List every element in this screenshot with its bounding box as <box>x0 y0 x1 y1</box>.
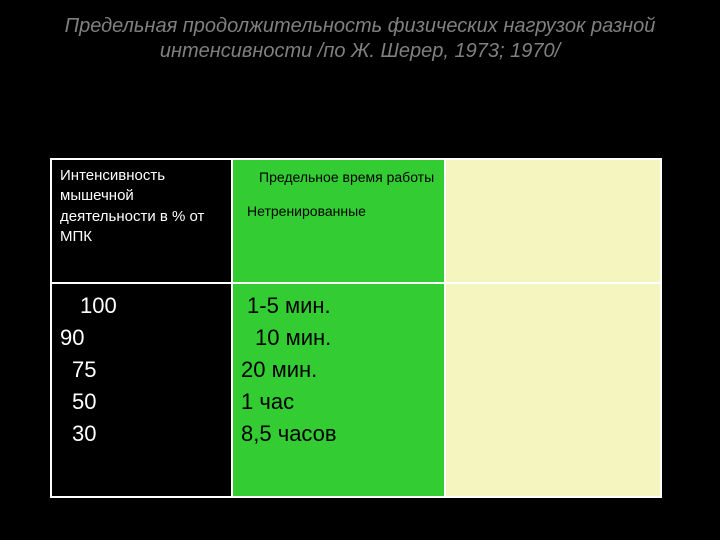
header-trained: Предельное время работы тренированные <box>445 159 661 283</box>
untrained-v3: 1 час <box>241 386 436 418</box>
slide: Предельная продолжительность физических … <box>0 0 720 540</box>
untrained-v4: 8,5 часов <box>241 418 436 450</box>
header-untrained-l1: Предельное время работы <box>241 166 436 188</box>
col-intensity-values: 100 90 75 50 30 <box>51 283 232 497</box>
intensity-v3: 50 <box>60 386 223 418</box>
trained-v4: - <box>454 418 652 450</box>
untrained-v1: 10 мин. <box>241 322 436 354</box>
intensity-v0: 100 <box>60 290 223 322</box>
untrained-v2: 20 мин. <box>241 354 436 386</box>
untrained-v0: 1-5 мин. <box>241 290 436 322</box>
title-text: Предельная продолжительность физических … <box>65 15 656 62</box>
trained-v3: 8,5 часа <box>454 386 652 418</box>
col-untrained-values: 1-5 мин. 10 мин. 20 мин. 1 час 8,5 часов <box>232 283 445 497</box>
data-table: Интенсивность мышечной деятельности в % … <box>50 158 662 498</box>
trained-v1: 50 мин. <box>454 322 652 354</box>
trained-v0: 10-15 мин. <box>454 290 652 322</box>
header-intensity-label: Интенсивность мышечной деятельности в % … <box>60 167 204 245</box>
trained-v2: 3 часа <box>454 354 652 386</box>
intensity-v4: 30 <box>60 418 223 450</box>
header-untrained-l2: Нетренированные <box>241 188 436 222</box>
slide-title: Предельная продолжительность физических … <box>0 0 720 64</box>
intensity-v2: 75 <box>60 354 223 386</box>
intensity-v1: 90 <box>60 322 223 354</box>
col-trained-values: 10-15 мин. 50 мин. 3 часа 8,5 часа - <box>445 283 661 497</box>
header-intensity: Интенсивность мышечной деятельности в % … <box>51 159 232 283</box>
table-header-row: Интенсивность мышечной деятельности в % … <box>51 159 661 283</box>
header-trained-l2: тренированные <box>454 188 652 222</box>
header-untrained: Предельное время работы Нетренированные <box>232 159 445 283</box>
header-trained-l1: Предельное время работы <box>454 166 652 188</box>
table-body-row: 100 90 75 50 30 1-5 мин. 10 мин. 20 мин.… <box>51 283 661 497</box>
